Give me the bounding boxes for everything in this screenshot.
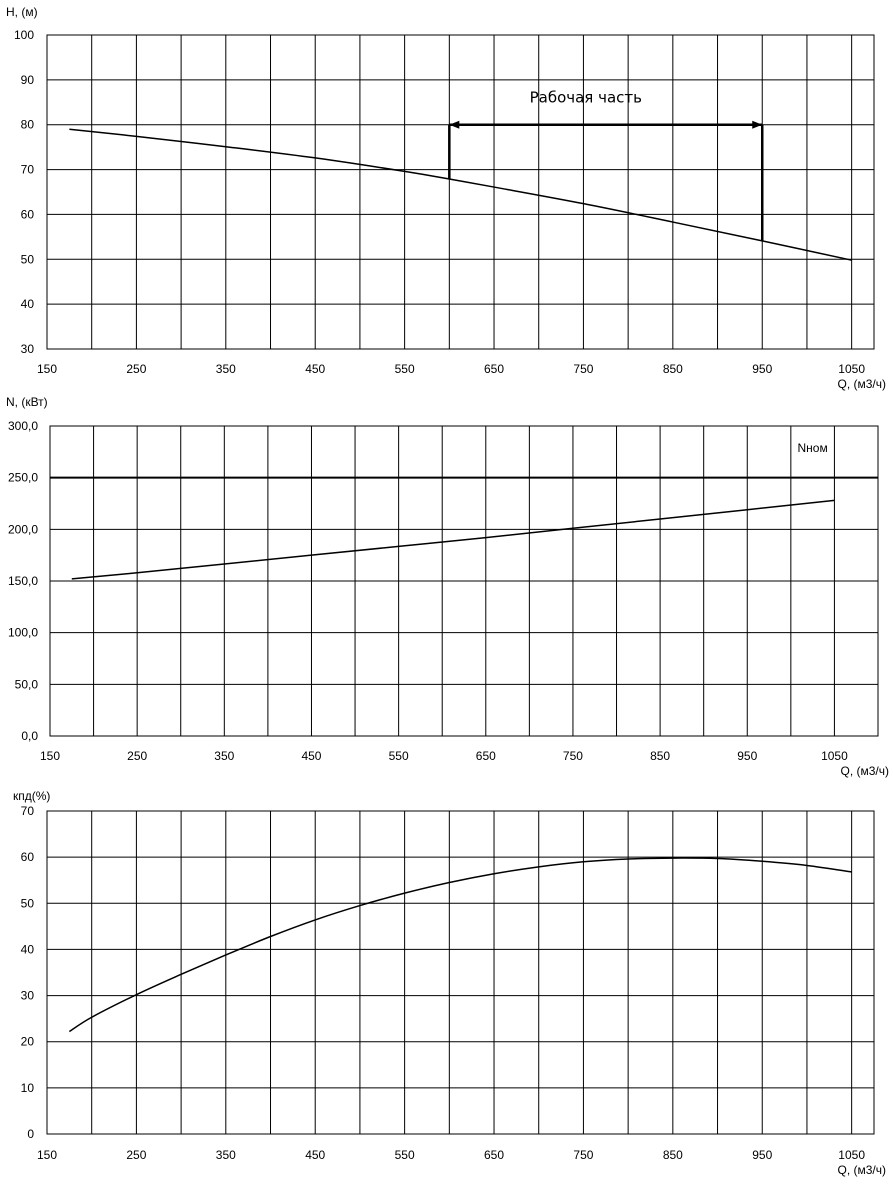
y-tick-label: 100,0 [8,626,38,640]
y-tick-label: 0 [27,1127,34,1141]
x-tick-label: 350 [216,362,236,376]
x-tick-label: 750 [573,1148,593,1162]
y-axis-title: H, (м) [6,5,38,19]
x-tick-label: 750 [563,749,583,763]
y-tick-label: 40 [21,297,35,311]
x-tick-label: 950 [752,1148,772,1162]
x-tick-label: 750 [573,362,593,376]
x-tick-label: 950 [737,749,757,763]
x-tick-label: 450 [305,1148,325,1162]
x-axis-title: Q, (м3/ч) [837,377,886,391]
x-tick-label: 950 [752,362,772,376]
x-tick-label: 450 [305,362,325,376]
y-tick-label: 30 [21,342,35,356]
x-tick-label: 350 [216,1148,236,1162]
y-tick-label: 200,0 [8,522,38,536]
x-tick-label: 1050 [838,1148,865,1162]
x-tick-label: 650 [476,749,496,763]
y-tick-label: 10 [21,1081,35,1095]
bracket-arrow-right [752,120,763,129]
y-tick-label: 250,0 [8,471,38,485]
x-axis-title: Q, (м3/ч) [840,764,889,778]
y-tick-label: 60 [21,207,35,221]
y-tick-label: 30 [21,989,35,1003]
x-tick-label: 550 [389,749,409,763]
x-tick-label: 250 [127,749,147,763]
y-axis-title: кпд(%) [13,789,50,803]
y-tick-label: 50 [21,896,35,910]
x-tick-label: 550 [395,1148,415,1162]
chart-3: 0 10 20 30 40 50 60 70 150 250 350 450 550 650 750 850 9… [13,789,886,1177]
x-tick-label: 1050 [838,362,865,376]
y-tick-label: 50 [21,252,35,266]
y-tick-label: 20 [21,1035,35,1049]
y-axis-title: N, (кВт) [6,395,48,409]
y-tick-label: 40 [21,942,35,956]
chart-2: 0,0 50,0 100,0 150,0 200,0 250,0 300,0 150 250 35… [6,395,889,778]
x-tick-label: 450 [301,749,321,763]
y-tick-label: 80 [21,118,35,132]
chart-1: 30 40 50 60 70 80 90 100 150 250 350 450 550 650 750 85… [6,5,886,391]
x-axis-title: Q, (м3/ч) [837,1163,886,1177]
x-tick-label: 650 [484,362,504,376]
plot-frame [46,810,875,1135]
bracket-label: Рабочая часть [530,88,642,106]
reference-line-label: Nном [798,441,828,455]
x-tick-label: 250 [126,362,146,376]
y-tick-label: 300,0 [8,419,38,433]
y-tick-label: 150,0 [8,574,38,588]
x-tick-label: 150 [37,1148,57,1162]
plot-frame [46,34,875,350]
series-line-1 [68,857,852,1033]
series-line-1 [69,128,852,261]
plot-frame [49,425,879,737]
x-tick-label: 250 [126,1148,146,1162]
y-tick-label: 70 [21,163,35,177]
bracket-arrow-left [449,120,460,129]
x-tick-label: 850 [663,362,683,376]
series-line-1 [71,499,835,580]
x-tick-label: 850 [650,749,670,763]
x-tick-label: 850 [663,1148,683,1162]
y-tick-label: 100 [14,28,34,42]
x-tick-label: 150 [40,749,60,763]
x-tick-label: 650 [484,1148,504,1162]
y-tick-label: 60 [21,850,35,864]
x-tick-label: 350 [214,749,234,763]
x-tick-label: 1050 [821,749,848,763]
y-tick-label: 0,0 [21,729,38,743]
x-tick-label: 550 [395,362,415,376]
x-tick-label: 150 [37,362,57,376]
y-tick-label: 50,0 [15,677,39,691]
y-tick-label: 90 [21,73,35,87]
y-tick-label: 70 [21,804,35,818]
